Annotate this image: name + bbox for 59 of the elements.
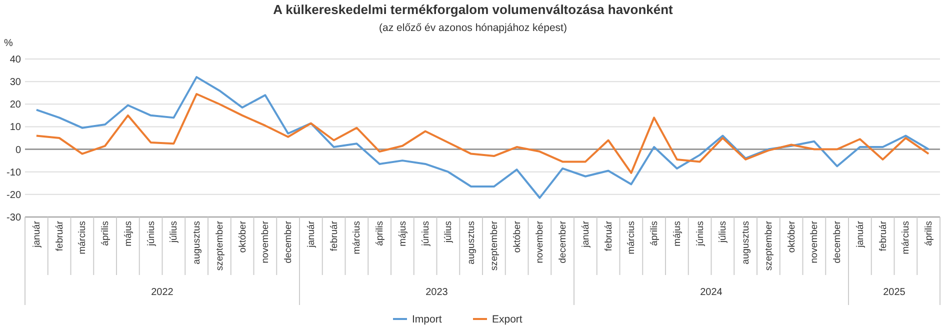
line-series bbox=[35, 92, 930, 174]
x-tick-label: szeptember bbox=[214, 221, 226, 271]
y-tick-label: 30 bbox=[10, 77, 22, 88]
x-tick-label: július bbox=[168, 220, 180, 244]
x-tick-label: február bbox=[603, 221, 614, 252]
text: 2023 bbox=[426, 287, 448, 298]
y-tick-label: 40 bbox=[10, 54, 22, 66]
y-tick-label: 0 bbox=[15, 144, 22, 156]
x-tick-label: május bbox=[672, 220, 683, 246]
x-tick-label: április bbox=[100, 220, 112, 246]
x-tick-label: november bbox=[534, 221, 546, 264]
line-series bbox=[35, 76, 930, 199]
x-tick-label: március bbox=[900, 220, 912, 254]
x-tick-label: november bbox=[260, 221, 272, 264]
x-tick-label: február bbox=[54, 221, 66, 252]
chart-title: A külkereskedelmi termékforgalom volumenváltozása havonként bbox=[273, 2, 674, 17]
x-tick-label: július bbox=[443, 220, 454, 244]
x-tick-label: október bbox=[512, 221, 523, 253]
x-tick-label: augusztus bbox=[740, 220, 752, 264]
x-tick-label: május bbox=[397, 220, 408, 246]
legend-label: Import bbox=[412, 314, 442, 326]
y-tick-label: -10 bbox=[6, 167, 22, 178]
x-tick-label: március bbox=[352, 220, 363, 254]
x-tick-label: december bbox=[283, 221, 294, 264]
text: 2025 bbox=[883, 287, 906, 298]
x-tick-label: január bbox=[306, 221, 317, 248]
x-tick-label: március bbox=[626, 220, 638, 254]
y-tick-label: 20 bbox=[10, 100, 22, 111]
y-axis-title: % bbox=[4, 38, 13, 49]
x-tick-label: március bbox=[77, 220, 88, 254]
x-tick-label: június bbox=[694, 220, 706, 247]
x-tick-label: július bbox=[718, 220, 729, 244]
text: 2024 bbox=[700, 287, 723, 298]
y-tick-label: 10 bbox=[10, 122, 22, 134]
x-tick-label: október bbox=[786, 221, 798, 253]
x-tick-label: április bbox=[374, 220, 386, 246]
text: 2022 bbox=[151, 287, 174, 298]
x-tick-label: december bbox=[558, 221, 569, 264]
y-tick-label: -30 bbox=[6, 212, 22, 224]
x-tick-label: január bbox=[580, 221, 592, 248]
x-tick-label: december bbox=[832, 221, 844, 264]
x-tick-label: január bbox=[31, 221, 42, 248]
x-tick-label: február bbox=[328, 221, 340, 252]
chart-subtitle: (az előző év azonos hónapjához képest) bbox=[379, 22, 567, 34]
x-tick-label: április bbox=[924, 220, 935, 246]
x-tick-label: június bbox=[420, 220, 432, 247]
x-tick-label: szeptember bbox=[763, 221, 774, 271]
x-tick-label: augusztus bbox=[192, 220, 203, 264]
x-tick-label: február bbox=[878, 221, 889, 252]
x-tick-label: október bbox=[237, 221, 248, 253]
x-tick-label: június bbox=[146, 220, 157, 247]
y-tick-label: -20 bbox=[6, 190, 22, 201]
x-tick-label: május bbox=[122, 220, 134, 246]
x-tick-label: szeptember bbox=[488, 221, 500, 271]
legend-label: Export bbox=[492, 314, 522, 326]
x-tick-label: április bbox=[649, 220, 660, 246]
x-tick-label: augusztus bbox=[466, 220, 478, 264]
x-tick-label: november bbox=[809, 221, 820, 264]
x-tick-label: január bbox=[854, 221, 866, 248]
